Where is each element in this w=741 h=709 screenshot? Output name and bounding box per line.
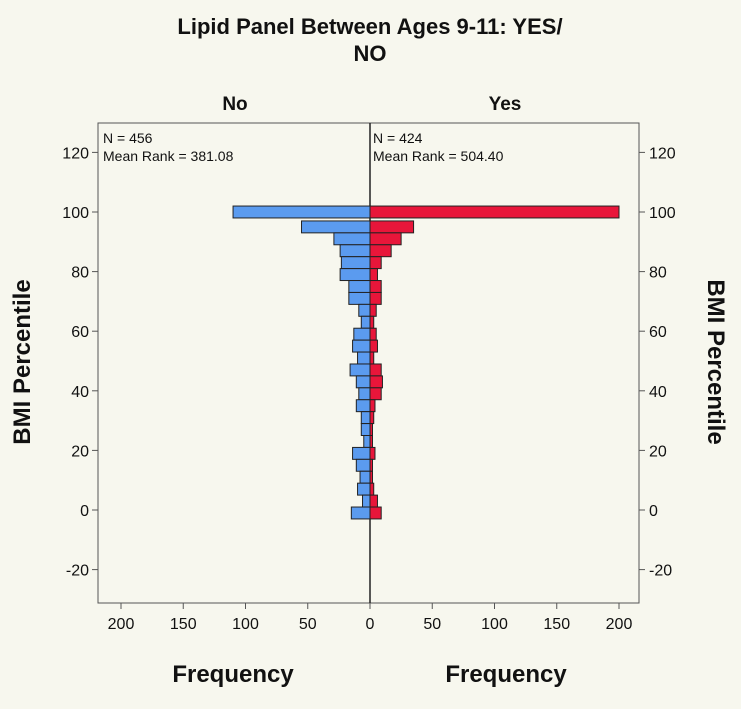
- bar-no-2: [333, 232, 371, 246]
- bars-yes-group: [369, 205, 620, 520]
- group-label-no: No: [222, 94, 247, 115]
- bar-yes-16: [369, 399, 376, 413]
- y-tick-label-left: 100: [62, 205, 89, 222]
- y-tick-label-left: 40: [71, 384, 89, 401]
- y-tick-label-left: 60: [71, 324, 89, 341]
- y-tick-label-right: 80: [649, 265, 667, 282]
- bar-no-8: [358, 303, 371, 317]
- y-tick-label-right: 40: [649, 384, 667, 401]
- bar-no-20: [352, 446, 371, 460]
- bar-no-21: [355, 458, 371, 472]
- bar-yes-5: [369, 268, 378, 282]
- bar-yes-8: [369, 303, 377, 317]
- chart-title-line-1: Lipid Panel Between Ages 9-11: YES/: [177, 14, 562, 39]
- y-tick-label-right: 100: [649, 205, 676, 222]
- y-tick-label-left: 80: [71, 265, 89, 282]
- bar-yes-18: [369, 423, 373, 436]
- x-axis-title-left: Frequency: [172, 661, 294, 688]
- bar-yes-15: [369, 387, 382, 401]
- y-tick-label-left: -20: [66, 563, 89, 580]
- bar-yes-13: [369, 363, 382, 377]
- bar-no-9: [360, 315, 371, 329]
- x-tick-label-right: 50: [423, 616, 441, 633]
- bar-no-25: [350, 506, 371, 520]
- bar-no-6: [348, 280, 371, 293]
- bar-yes-17: [369, 411, 375, 425]
- no-n-label: N = 456: [103, 130, 153, 146]
- y-tick-label-right: 20: [649, 443, 667, 460]
- bar-yes-6: [369, 280, 382, 293]
- bar-yes-1: [369, 220, 415, 234]
- bar-no-3: [339, 244, 371, 258]
- x-tick-label-right: 100: [481, 616, 508, 633]
- bar-no-17: [360, 411, 371, 425]
- x-tick-label-left: 150: [170, 616, 197, 633]
- bar-no-1: [301, 220, 371, 234]
- x-axis-title-right: Frequency: [445, 661, 567, 688]
- bar-yes-11: [369, 339, 378, 353]
- bar-no-0: [232, 205, 371, 219]
- bar-no-23: [357, 482, 371, 496]
- no-mean-rank-label: Mean Rank = 381.08: [103, 148, 234, 164]
- y-tick-label-left: 0: [80, 503, 89, 520]
- bar-no-10: [353, 327, 371, 341]
- bar-no-13: [349, 363, 371, 377]
- bar-no-4: [340, 256, 371, 270]
- bar-yes-3: [369, 244, 392, 258]
- bar-yes-2: [369, 232, 402, 246]
- y-axis-title-right: BMI Percentile: [702, 279, 729, 444]
- yes-mean-rank-label: Mean Rank = 504.40: [373, 148, 504, 164]
- plot-frame: [97, 122, 640, 604]
- bar-yes-24: [369, 494, 378, 508]
- bar-no-5: [339, 268, 371, 282]
- bar-yes-0: [369, 205, 620, 219]
- bar-yes-14: [369, 375, 383, 389]
- bar-no-16: [355, 399, 371, 413]
- bar-no-7: [348, 291, 371, 305]
- group-label-yes: Yes: [489, 94, 522, 115]
- y-tick-label-right: -20: [649, 563, 672, 580]
- y-axis-right: -20 0 20 40 60 80 100 120: [639, 145, 676, 580]
- bar-yes-19: [369, 435, 373, 448]
- x-tick-label-left: 100: [232, 616, 259, 633]
- x-tick-label-right: 150: [543, 616, 570, 633]
- bar-no-18: [360, 423, 371, 436]
- bar-yes-4: [369, 256, 382, 270]
- chart-title-line-2: NO: [354, 41, 387, 66]
- bar-no-11: [352, 339, 371, 353]
- y-tick-label-left: 120: [62, 145, 89, 162]
- bar-yes-12: [369, 351, 375, 365]
- x-tick-label-left: 200: [108, 616, 135, 633]
- y-tick-label-left: 20: [71, 443, 89, 460]
- y-tick-label-right: 120: [649, 145, 676, 162]
- y-axis-title-left: BMI Percentile: [9, 279, 36, 444]
- x-axis-right: 50 100 150 200: [423, 603, 632, 633]
- x-axis-left: 200 150 100 50 0: [108, 603, 375, 633]
- bar-yes-7: [369, 291, 382, 305]
- y-tick-label-right: 60: [649, 324, 667, 341]
- bar-no-15: [358, 387, 371, 401]
- bar-no-22: [359, 470, 371, 484]
- bar-yes-9: [369, 315, 375, 329]
- bar-no-14: [355, 375, 371, 389]
- x-tick-label-left: 0: [366, 616, 375, 633]
- y-tick-label-right: 0: [649, 503, 658, 520]
- bar-yes-20: [369, 446, 376, 460]
- bar-yes-25: [369, 506, 382, 520]
- bar-no-19: [363, 435, 371, 448]
- bar-yes-21: [369, 458, 373, 472]
- bar-yes-23: [369, 482, 375, 496]
- x-tick-label-right: 200: [606, 616, 633, 633]
- bar-no-12: [357, 351, 371, 365]
- bar-no-24: [362, 494, 371, 508]
- bar-yes-10: [369, 327, 377, 341]
- y-axis-left: -20 0 20 40 60 80 100 120: [62, 145, 98, 580]
- bar-yes-22: [369, 470, 373, 484]
- yes-n-label: N = 424: [373, 130, 423, 146]
- x-tick-label-left: 50: [299, 616, 317, 633]
